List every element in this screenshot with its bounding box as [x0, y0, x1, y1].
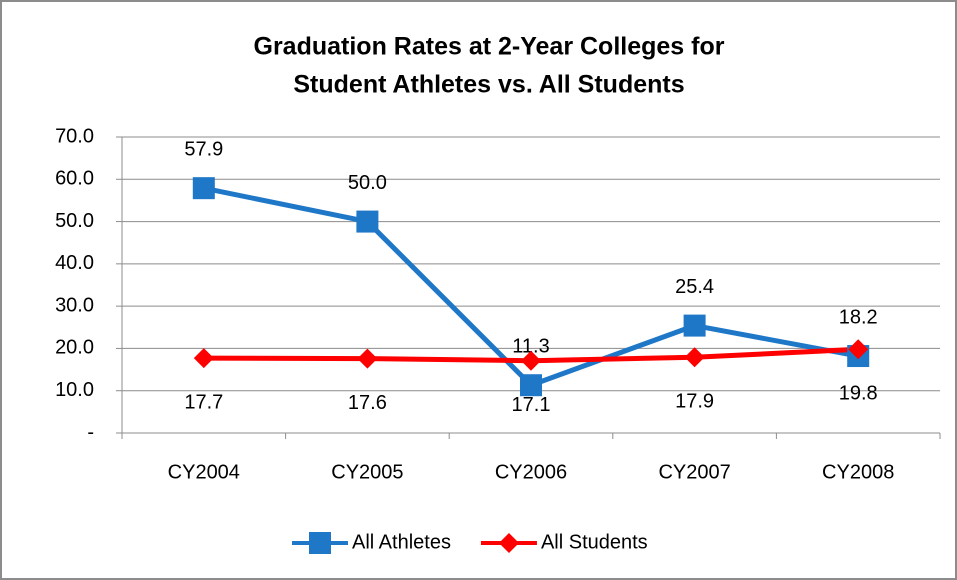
data-label: 25.4: [675, 276, 714, 298]
y-tick-label: -: [87, 421, 94, 443]
data-label: 17.6: [348, 392, 387, 414]
data-point: [684, 347, 705, 368]
data-point: [520, 374, 542, 397]
data-point: [357, 348, 378, 369]
legend-marker: [498, 533, 519, 553]
data-label: 17.1: [512, 394, 551, 416]
data-label: 50.0: [348, 172, 387, 194]
chart-title: Student Athletes vs. All Students: [293, 71, 684, 99]
data-label: 11.3: [512, 335, 549, 357]
x-tick-label: CY2004: [168, 461, 240, 483]
y-tick-label: 20.0: [55, 337, 94, 359]
y-tick-label: 50.0: [55, 210, 94, 232]
data-label: 18.2: [839, 306, 878, 328]
legend-label: All Students: [541, 531, 648, 553]
y-tick-label: 40.0: [55, 252, 94, 274]
x-tick-label: CY2005: [331, 461, 403, 483]
data-point: [683, 314, 706, 337]
data-point: [193, 348, 214, 369]
data-label: 57.9: [184, 138, 223, 160]
data-point: [521, 350, 541, 371]
chart-title: Graduation Rates at 2-Year Colleges for: [254, 33, 725, 61]
y-tick-label: 10.0: [55, 379, 94, 401]
data-label: 19.8: [839, 383, 878, 405]
data-point: [356, 210, 379, 233]
data-label: 17.9: [675, 391, 714, 413]
x-tick-label: CY2008: [822, 461, 894, 483]
y-tick-label: 70.0: [55, 125, 94, 147]
data-point: [848, 339, 869, 360]
x-tick-label: CY2007: [658, 461, 730, 483]
legend-label: All Athletes: [352, 531, 451, 553]
y-tick-label: 60.0: [55, 168, 94, 190]
y-tick-label: 30.0: [55, 294, 94, 316]
data-label: 17.7: [184, 391, 223, 413]
data-point: [192, 177, 215, 200]
legend-marker: [309, 532, 331, 554]
x-tick-label: CY2006: [495, 461, 567, 483]
